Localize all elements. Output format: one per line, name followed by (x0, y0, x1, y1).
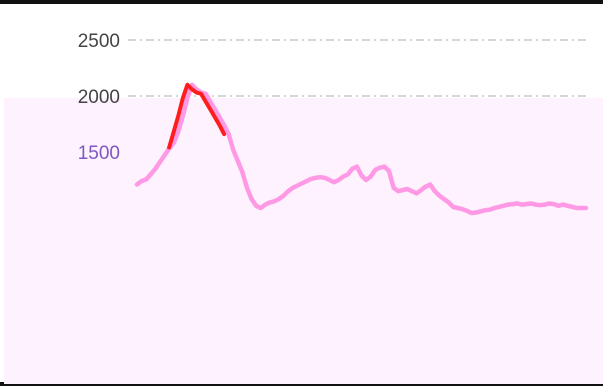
y-axis-ticks: 2500 2000 1500 (78, 31, 120, 164)
line-chart: 2500 2000 1500 (4, 31, 603, 384)
series-line-main (134, 82, 589, 216)
series-line-highlight (167, 82, 227, 150)
series-lines (134, 82, 589, 216)
plot-background (4, 98, 603, 384)
y-tick-label: 1500 (78, 143, 120, 164)
y-tick-label: 2500 (78, 31, 120, 52)
y-tick-label: 2000 (78, 87, 120, 108)
